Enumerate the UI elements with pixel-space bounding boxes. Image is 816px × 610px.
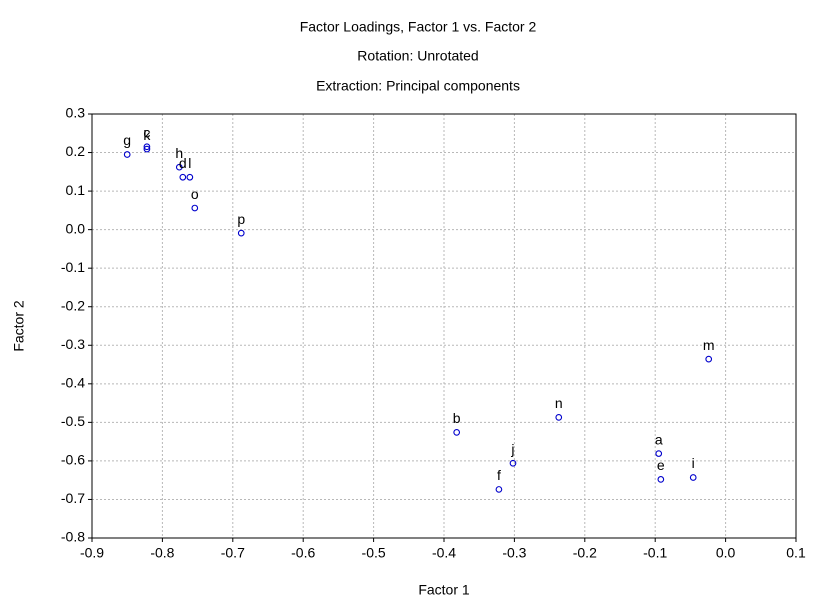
point-label: k — [143, 127, 151, 143]
point — [453, 429, 461, 436]
x-tick-label: -0.9 — [80, 545, 104, 561]
x-tick-label: -0.8 — [150, 545, 174, 561]
x-tick-label: 0.1 — [786, 545, 806, 561]
point-label: c — [143, 124, 150, 140]
point — [186, 173, 194, 181]
point — [123, 151, 131, 158]
point — [509, 459, 517, 467]
y-tick-label: -0.7 — [61, 490, 85, 506]
x-tick-label: -0.5 — [362, 545, 386, 561]
point-label: o — [191, 186, 199, 202]
point — [657, 476, 665, 483]
point-label: f — [497, 467, 501, 483]
point — [175, 163, 183, 171]
point — [555, 414, 563, 421]
x-tick-label: -0.7 — [221, 545, 245, 561]
x-tick-label: -0.3 — [502, 545, 526, 561]
y-tick-label: -0.1 — [61, 259, 85, 275]
point-label: d — [179, 155, 187, 171]
y-tick-label: -0.4 — [61, 375, 85, 391]
x-axis-title: Factor 1 — [418, 582, 470, 598]
point — [705, 355, 713, 363]
point-label: g — [123, 132, 131, 148]
y-tick-label: 0.3 — [66, 105, 86, 121]
point-label: b — [453, 410, 461, 426]
y-axis-title: Factor 2 — [11, 300, 27, 352]
point-label: l — [188, 155, 191, 171]
y-tick-label: 0.0 — [66, 220, 86, 236]
chart-title: Factor Loadings, Factor 1 vs. Factor 2 — [300, 19, 537, 35]
point-label: i — [692, 455, 695, 471]
y-tick-label: 0.2 — [66, 143, 86, 159]
y-tick-label: -0.3 — [61, 336, 85, 352]
point — [495, 486, 503, 493]
x-tick-label: 0.0 — [716, 545, 736, 561]
point-label: p — [237, 211, 245, 227]
point — [655, 450, 663, 457]
chart-subtitle: Extraction: Principal components — [316, 78, 520, 94]
point — [689, 474, 697, 481]
x-tick-label: -0.4 — [432, 545, 456, 561]
y-tick-label: 0.1 — [66, 182, 86, 198]
y-tick-label: -0.5 — [61, 413, 85, 429]
point-label: j — [510, 441, 514, 457]
x-tick-label: -0.6 — [291, 545, 315, 561]
y-tick-label: -0.2 — [61, 297, 85, 313]
x-tick-label: -0.1 — [643, 545, 667, 561]
plot-frame — [91, 113, 797, 539]
point — [179, 173, 187, 181]
point-label: a — [655, 431, 663, 447]
point — [143, 143, 151, 151]
x-tick-label: -0.2 — [573, 545, 597, 561]
point-label: h — [175, 145, 183, 161]
point-label: m — [703, 337, 715, 353]
chart-subtitle: Rotation: Unrotated — [357, 48, 478, 64]
point-label: e — [657, 457, 665, 473]
point — [191, 204, 199, 212]
point — [237, 229, 245, 237]
point — [143, 145, 151, 153]
y-tick-label: -0.8 — [61, 529, 85, 545]
point-label: n — [555, 395, 563, 411]
y-tick-label: -0.6 — [61, 452, 85, 468]
